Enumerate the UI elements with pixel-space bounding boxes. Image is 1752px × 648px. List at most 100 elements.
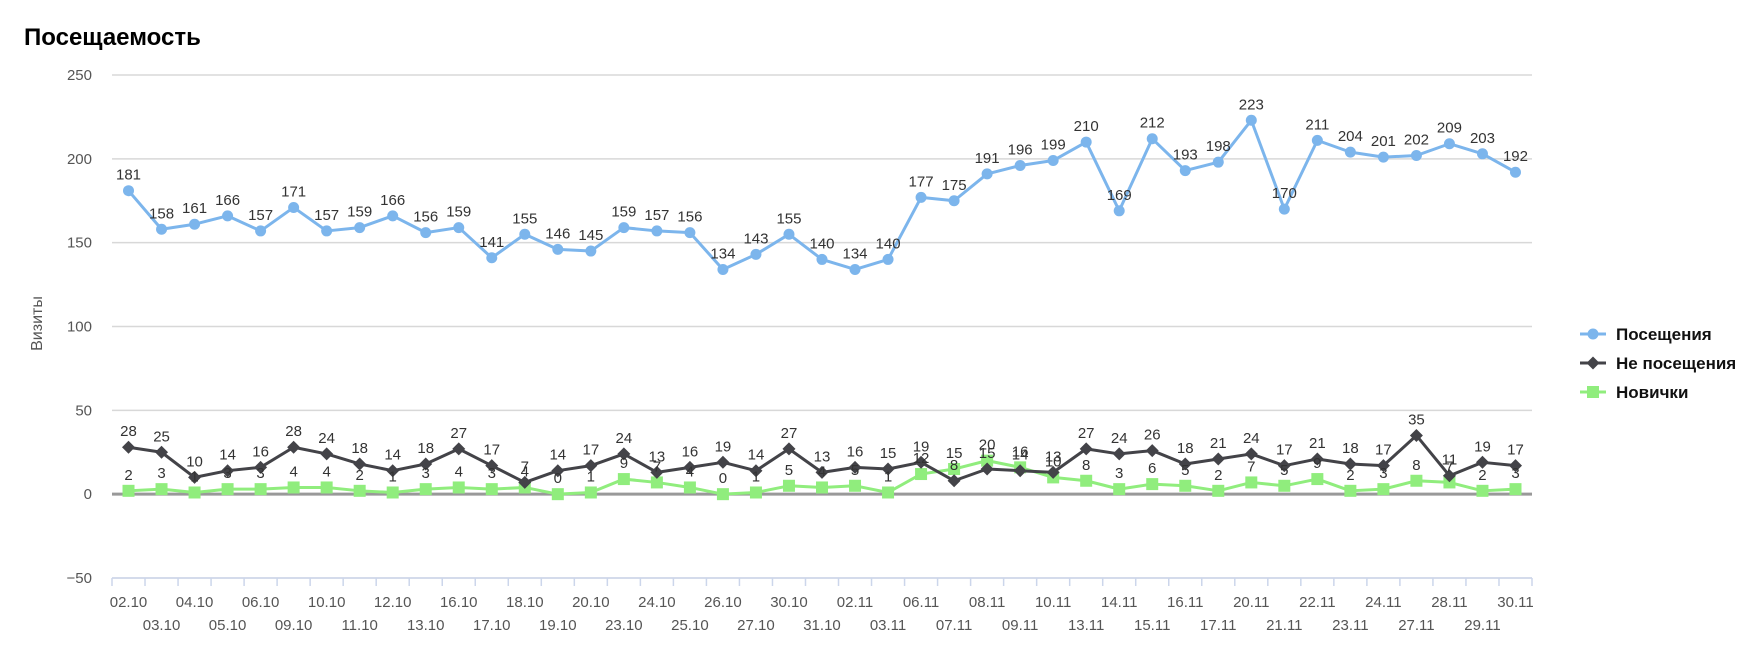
data-label: 13 xyxy=(649,448,666,465)
data-point xyxy=(485,459,499,473)
data-label: 24 xyxy=(616,430,633,447)
x-tick-label: 29.11 xyxy=(1464,617,1500,634)
data-point xyxy=(1113,205,1125,217)
data-point xyxy=(288,201,300,213)
data-label: 4 xyxy=(818,463,826,480)
x-tick-label: 28.11 xyxy=(1431,594,1467,611)
data-point xyxy=(584,459,598,473)
data-point xyxy=(749,486,762,499)
data-label: 4 xyxy=(289,463,297,480)
data-label: 5 xyxy=(1181,462,1189,479)
x-tick-label: 16.10 xyxy=(440,594,478,611)
data-label: 3 xyxy=(1379,465,1387,482)
data-label: 7 xyxy=(521,458,529,475)
data-label: 3 xyxy=(256,465,264,482)
data-point xyxy=(1410,474,1423,487)
legend-label: Посещения xyxy=(1616,325,1712,344)
data-point xyxy=(617,447,631,461)
data-point xyxy=(1410,149,1422,161)
data-point xyxy=(783,228,795,240)
data-label: 13 xyxy=(1045,448,1062,465)
y-tick-label: −50 xyxy=(67,570,92,587)
data-label: 8 xyxy=(950,457,958,474)
data-label: 17 xyxy=(483,442,500,459)
data-label: 18 xyxy=(417,440,434,457)
data-point xyxy=(617,473,630,486)
data-label: 155 xyxy=(512,210,537,227)
x-tick-label: 23.10 xyxy=(605,617,643,634)
y-tick-label: 0 xyxy=(84,486,92,503)
legend-item: Новички xyxy=(1580,383,1688,402)
data-label: 16 xyxy=(847,443,864,460)
data-point xyxy=(1277,459,1291,473)
data-label: 28 xyxy=(285,423,302,440)
x-tick-label: 31.10 xyxy=(803,617,841,634)
data-point xyxy=(1476,484,1489,497)
data-point xyxy=(1112,447,1126,461)
x-tick-label: 14.11 xyxy=(1101,594,1137,611)
data-label: 157 xyxy=(248,207,273,224)
data-label: 15 xyxy=(979,445,996,462)
x-tick-label: 08.11 xyxy=(969,594,1005,611)
data-label: 146 xyxy=(545,225,570,242)
x-tick-label: 24.11 xyxy=(1365,594,1401,611)
data-label: 17 xyxy=(1276,442,1293,459)
data-label: 159 xyxy=(347,204,372,221)
data-point xyxy=(1311,473,1324,486)
data-point xyxy=(1278,203,1290,215)
data-label: 16 xyxy=(682,443,699,460)
data-label: 15 xyxy=(946,445,963,462)
data-label: 2 xyxy=(1346,467,1354,484)
data-label: 145 xyxy=(578,227,603,244)
data-label: 134 xyxy=(710,245,735,262)
data-label: 5 xyxy=(1280,462,1288,479)
x-tick-label: 15.11 xyxy=(1134,617,1170,634)
data-label: 0 xyxy=(554,470,562,487)
data-label: 24 xyxy=(1111,430,1128,447)
data-label: 35 xyxy=(1408,411,1425,428)
data-label: 26 xyxy=(1144,427,1161,444)
data-label: 17 xyxy=(582,442,599,459)
data-label: 156 xyxy=(677,209,702,226)
data-point xyxy=(749,464,763,478)
data-label: 4 xyxy=(455,463,463,480)
data-label: 159 xyxy=(611,204,636,221)
x-tick-label: 30.10 xyxy=(770,594,808,611)
data-point xyxy=(1179,479,1192,492)
data-point xyxy=(287,440,301,454)
data-point xyxy=(188,470,202,484)
data-label: 155 xyxy=(776,210,801,227)
data-point xyxy=(1113,483,1126,496)
data-label: 5 xyxy=(851,462,859,479)
data-label: 2 xyxy=(356,467,364,484)
data-label: 1 xyxy=(587,468,595,485)
x-tick-label: 13.10 xyxy=(407,617,445,634)
data-point xyxy=(255,225,267,237)
x-tick-label: 06.11 xyxy=(903,594,939,611)
data-point xyxy=(881,462,895,476)
data-point xyxy=(684,227,696,239)
data-label: 2 xyxy=(1478,467,1486,484)
data-point xyxy=(188,486,201,499)
data-point xyxy=(1377,483,1390,496)
y-tick-label: 150 xyxy=(67,235,92,252)
data-point xyxy=(1047,155,1059,167)
data-label: 12 xyxy=(913,450,930,467)
data-label: 21 xyxy=(1309,435,1326,452)
data-point xyxy=(915,191,927,203)
y-tick-label: 100 xyxy=(67,319,92,336)
x-tick-label: 26.10 xyxy=(704,594,742,611)
data-label: 1 xyxy=(884,468,892,485)
data-label: 166 xyxy=(380,192,405,209)
data-point xyxy=(254,460,268,474)
x-tick-label: 09.10 xyxy=(275,617,313,634)
data-point xyxy=(1442,469,1456,483)
data-label: 14 xyxy=(549,447,566,464)
x-tick-label: 12.10 xyxy=(374,594,412,611)
x-tick-label: 10.10 xyxy=(308,594,346,611)
x-tick-label: 04.10 xyxy=(176,594,214,611)
legend-item: Посещения xyxy=(1580,325,1712,344)
data-label: 19 xyxy=(913,438,930,455)
data-label: 159 xyxy=(446,204,471,221)
